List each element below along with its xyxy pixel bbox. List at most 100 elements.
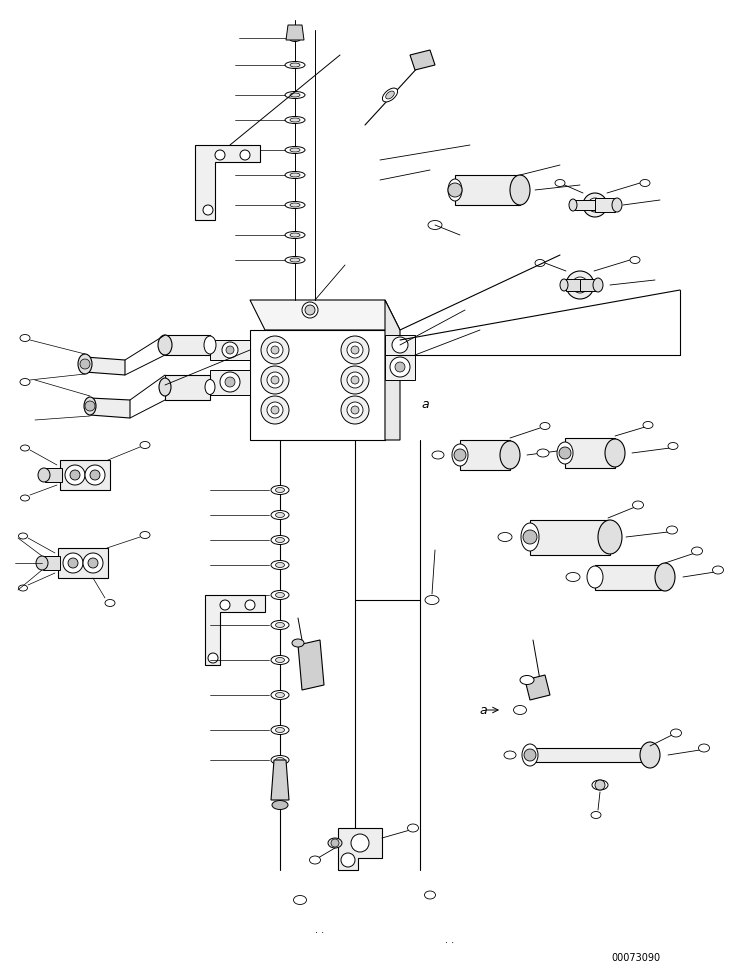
Ellipse shape	[407, 824, 418, 832]
Ellipse shape	[271, 655, 289, 664]
Ellipse shape	[640, 742, 660, 768]
Text: a: a	[479, 704, 487, 716]
Circle shape	[88, 558, 98, 568]
Circle shape	[341, 853, 355, 867]
Circle shape	[595, 780, 605, 790]
Ellipse shape	[535, 259, 545, 266]
Ellipse shape	[643, 421, 653, 429]
Ellipse shape	[328, 838, 342, 848]
Circle shape	[220, 372, 240, 392]
Ellipse shape	[699, 744, 710, 752]
Polygon shape	[385, 300, 400, 440]
Text: . .: . .	[316, 925, 324, 935]
Ellipse shape	[591, 811, 601, 819]
Ellipse shape	[275, 622, 285, 627]
Circle shape	[576, 281, 584, 289]
Ellipse shape	[655, 563, 675, 591]
Ellipse shape	[204, 336, 216, 354]
Ellipse shape	[271, 560, 289, 569]
Ellipse shape	[605, 439, 625, 467]
Ellipse shape	[271, 510, 289, 520]
Polygon shape	[455, 175, 520, 205]
Circle shape	[566, 271, 594, 299]
Ellipse shape	[285, 231, 305, 238]
Circle shape	[559, 447, 571, 459]
Polygon shape	[530, 520, 610, 555]
Ellipse shape	[691, 547, 702, 555]
Ellipse shape	[290, 258, 300, 262]
Polygon shape	[460, 440, 510, 470]
Ellipse shape	[540, 422, 550, 430]
Ellipse shape	[271, 755, 289, 765]
Polygon shape	[566, 279, 580, 291]
Ellipse shape	[569, 199, 577, 211]
Ellipse shape	[514, 706, 526, 714]
Ellipse shape	[555, 179, 565, 187]
Circle shape	[222, 342, 238, 358]
Ellipse shape	[382, 88, 398, 102]
Circle shape	[448, 183, 462, 197]
Circle shape	[215, 150, 225, 160]
Circle shape	[351, 406, 359, 414]
Polygon shape	[595, 198, 615, 212]
Ellipse shape	[424, 891, 435, 899]
Polygon shape	[286, 25, 304, 40]
Ellipse shape	[289, 35, 301, 42]
Ellipse shape	[290, 148, 300, 152]
Circle shape	[85, 401, 95, 411]
Ellipse shape	[38, 468, 50, 482]
Circle shape	[63, 553, 83, 573]
Ellipse shape	[598, 520, 622, 554]
Ellipse shape	[587, 566, 603, 588]
Ellipse shape	[84, 397, 96, 415]
Ellipse shape	[20, 378, 30, 385]
Ellipse shape	[105, 599, 115, 607]
Ellipse shape	[425, 595, 439, 604]
Polygon shape	[250, 300, 400, 330]
Ellipse shape	[563, 444, 573, 451]
Ellipse shape	[140, 441, 150, 448]
Ellipse shape	[593, 278, 603, 292]
Circle shape	[68, 558, 78, 568]
Circle shape	[267, 372, 283, 388]
Ellipse shape	[285, 201, 305, 208]
Ellipse shape	[666, 526, 677, 534]
Polygon shape	[210, 340, 250, 360]
Ellipse shape	[21, 445, 29, 451]
Circle shape	[524, 749, 536, 761]
Ellipse shape	[290, 93, 300, 97]
Circle shape	[583, 193, 607, 217]
Ellipse shape	[290, 173, 300, 177]
Ellipse shape	[21, 495, 29, 501]
Ellipse shape	[432, 451, 444, 459]
Ellipse shape	[633, 501, 644, 509]
Circle shape	[80, 359, 90, 369]
Ellipse shape	[612, 198, 622, 212]
Ellipse shape	[521, 523, 539, 551]
Circle shape	[208, 653, 218, 663]
Ellipse shape	[275, 537, 285, 542]
Ellipse shape	[504, 751, 516, 759]
Circle shape	[85, 465, 105, 485]
Ellipse shape	[713, 566, 724, 574]
Text: 00073090: 00073090	[611, 953, 660, 963]
Circle shape	[572, 277, 588, 293]
Ellipse shape	[271, 690, 289, 700]
Ellipse shape	[275, 488, 285, 493]
Circle shape	[225, 377, 235, 387]
Ellipse shape	[271, 535, 289, 544]
Circle shape	[592, 202, 598, 208]
Circle shape	[271, 346, 279, 354]
Ellipse shape	[500, 441, 520, 469]
Text: a: a	[421, 399, 429, 411]
Circle shape	[341, 336, 369, 364]
Ellipse shape	[285, 257, 305, 263]
Circle shape	[226, 346, 234, 354]
Ellipse shape	[640, 179, 650, 187]
Ellipse shape	[275, 728, 285, 733]
Polygon shape	[60, 460, 110, 490]
Polygon shape	[195, 145, 260, 220]
Ellipse shape	[159, 378, 171, 396]
Polygon shape	[580, 279, 596, 291]
Circle shape	[454, 449, 466, 461]
